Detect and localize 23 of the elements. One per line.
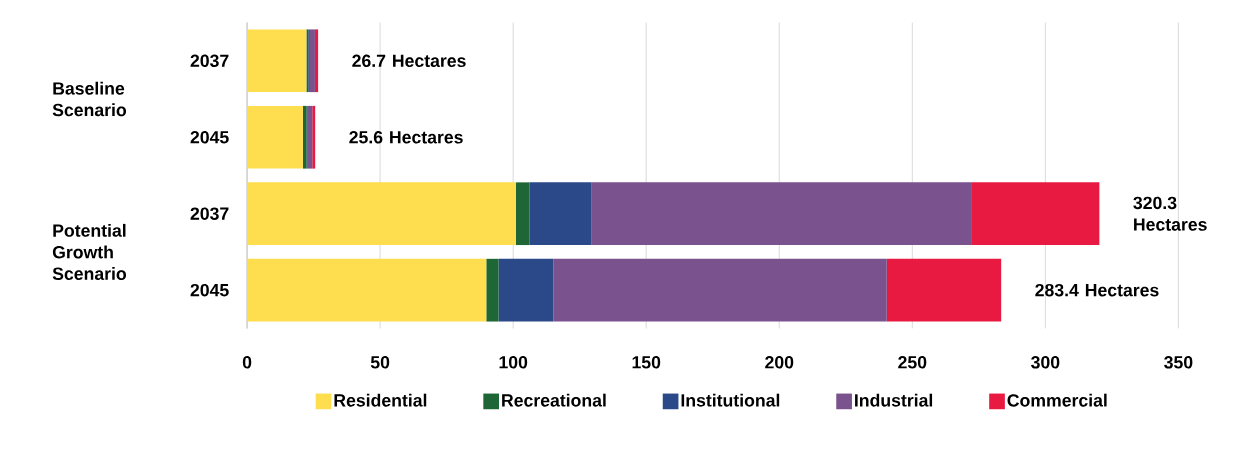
text: Baseline Scenario — [52, 81, 127, 117]
y-tick-label: 2045 — [190, 283, 229, 297]
x-tick-label: 300 — [1031, 356, 1060, 369]
legend-label: Industrial — [855, 393, 933, 407]
legend-label: Commercial — [1007, 393, 1107, 407]
y-tick-label: 2037 — [190, 207, 229, 220]
total-label: 26.7 Hectares — [352, 54, 466, 68]
x-tick-label: 150 — [632, 356, 661, 369]
legend-label: Residential — [334, 393, 427, 407]
x-tick-label: 0 — [242, 356, 252, 369]
x-tick-label: 50 — [370, 356, 390, 369]
x-tick-label: 350 — [1164, 356, 1193, 369]
y-tick-label: 2045 — [190, 131, 229, 144]
y-tick-label: 2037 — [190, 54, 229, 68]
total-label: 320.3 Hectares — [1133, 196, 1207, 231]
legend-label: Recreational — [502, 393, 606, 407]
total-label: 25.6 Hectares — [349, 131, 463, 144]
text: Potential Growth Scenario — [52, 223, 127, 280]
x-tick-label: 200 — [765, 356, 794, 369]
x-tick-label: 250 — [898, 356, 927, 369]
total-label: 283.4 Hectares — [1035, 283, 1159, 297]
x-tick-label: 100 — [499, 356, 528, 369]
legend-label: Institutional — [681, 393, 780, 407]
